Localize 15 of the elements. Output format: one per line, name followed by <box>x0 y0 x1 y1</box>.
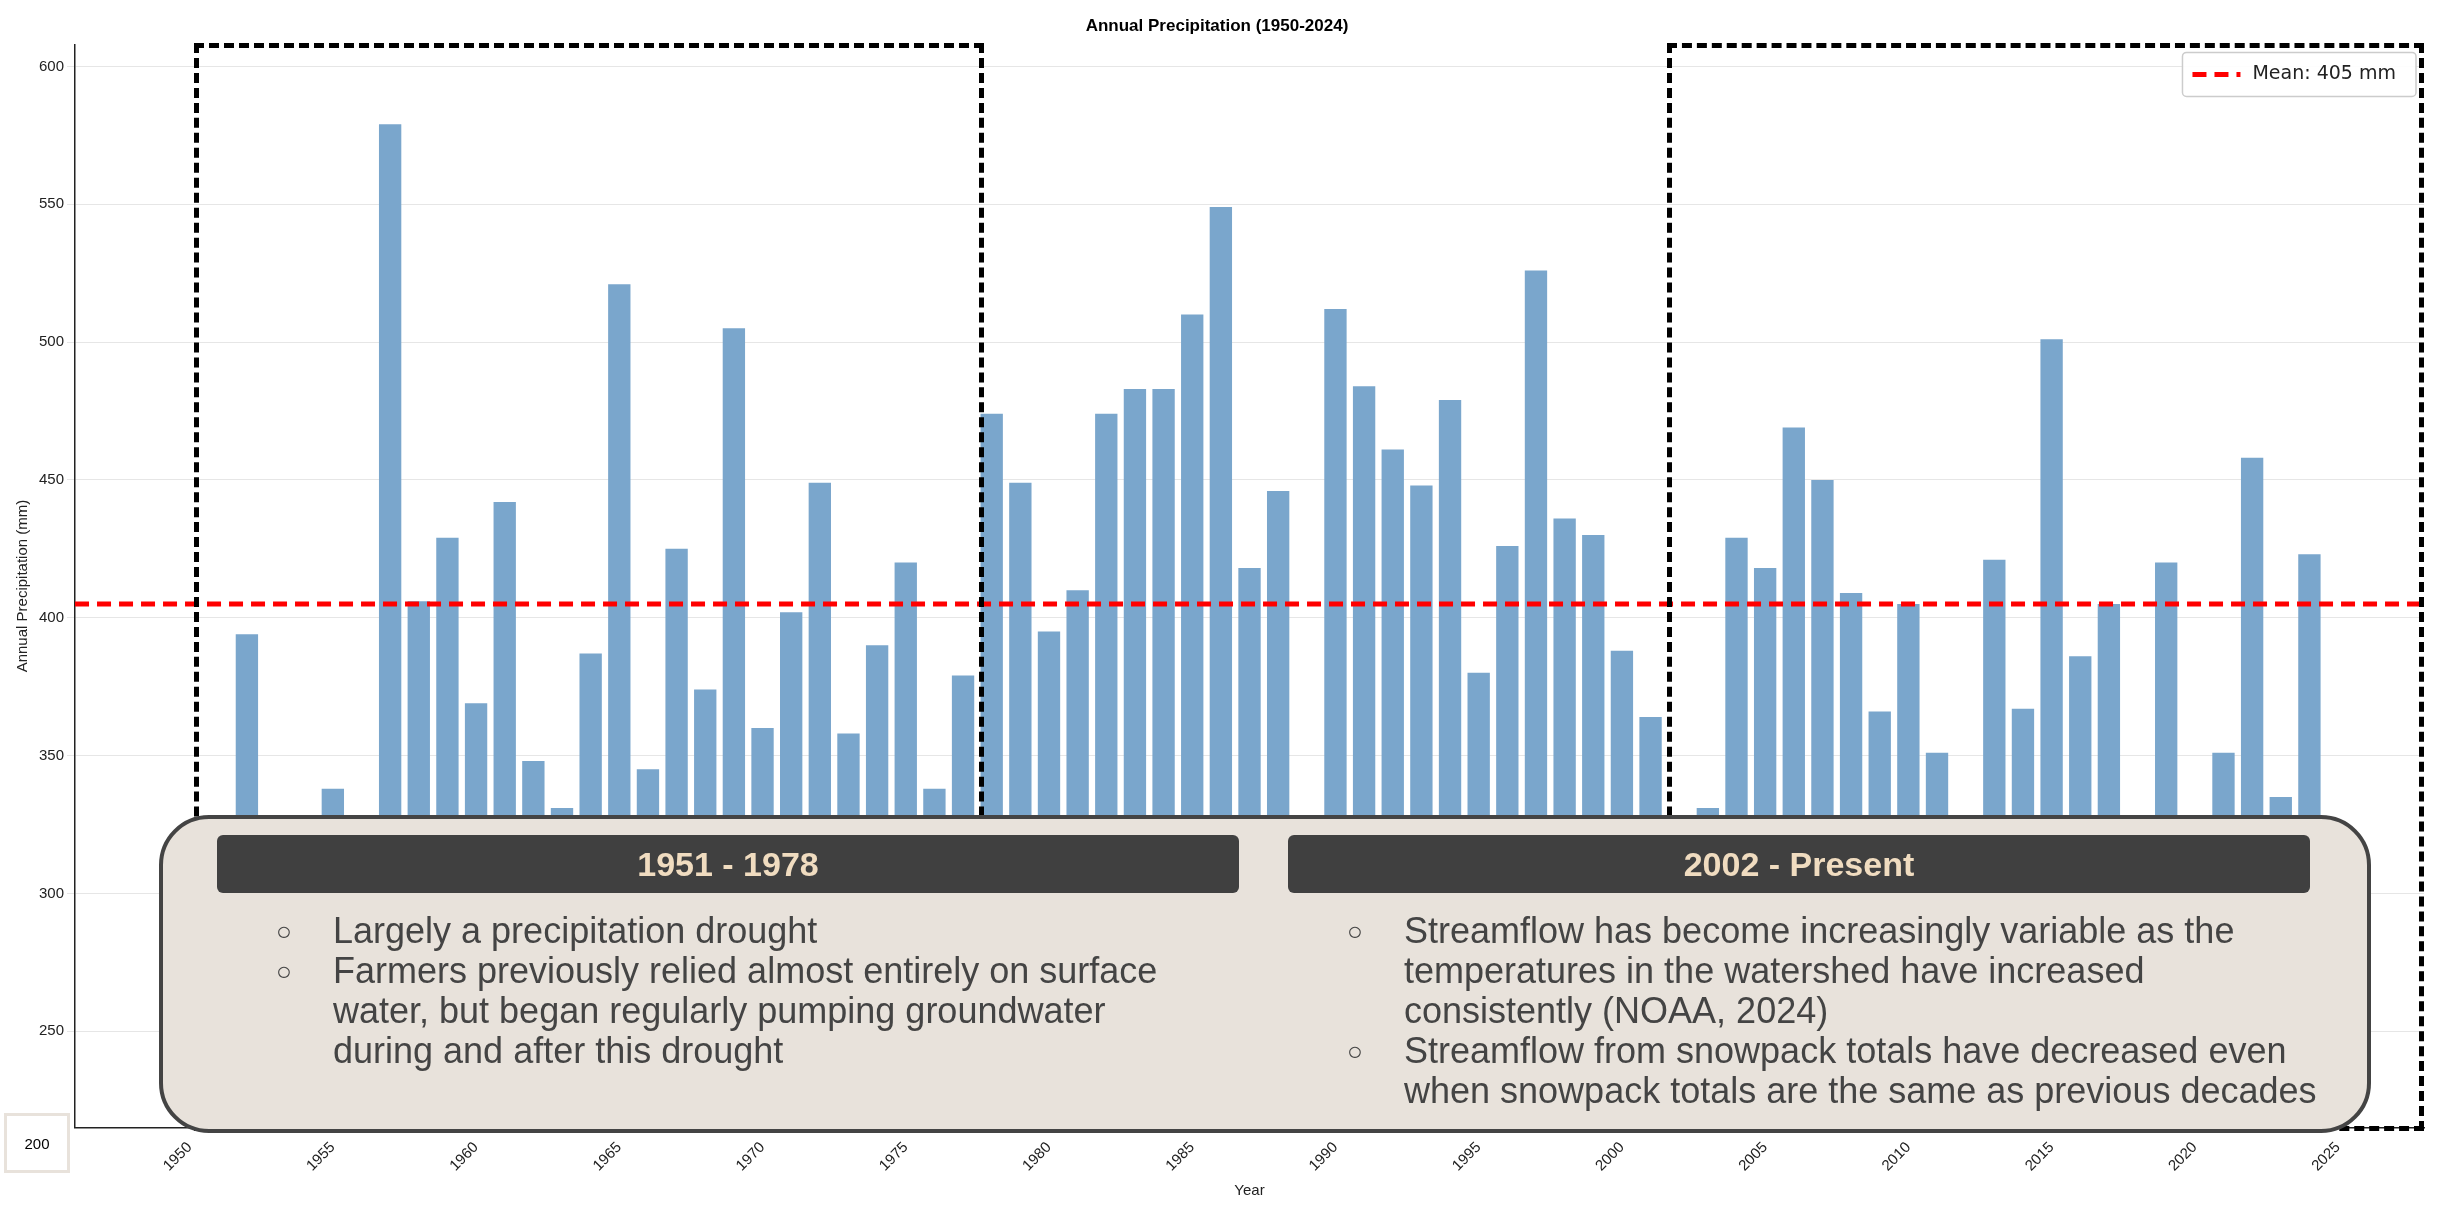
chart-title: Annual Precipitation (1950-2024) <box>1085 15 1349 35</box>
y-tick-label: 300 <box>39 883 65 901</box>
y-tick-label: 600 <box>39 56 65 74</box>
x-axis-title: Year <box>1234 1181 1265 1199</box>
y-tick-label: 400 <box>39 607 65 625</box>
note-panel: 1951 - 1978 ○ Largely a precipitation drought ○ Farmers previously relied almost entirely on surface water, but began regularly pumping groundwater during and after this drought 2002 - Present ○ Streamflow has become increasingly variable as the temperatures in the watershed have increased consistently (NOAA, 2024) ○ Streamflow from snowpack totals have decreased even when snowpack totals are the same as previous decades <box>159 815 2371 1133</box>
y-tick-label: 450 <box>39 470 65 488</box>
annotation: 2002 - Present <box>1288 835 2310 893</box>
y-tick-label: 350 <box>39 745 65 763</box>
y-tick-label: 550 <box>39 194 65 212</box>
annotation: 1951 - 1978 <box>217 835 1239 893</box>
legend-label: Mean: 405 mm <box>2252 61 2396 84</box>
y-tick-label: 250 <box>39 1021 65 1039</box>
y-tick-label: 500 <box>39 332 65 350</box>
y-axis-title: Annual Precipitation (mm) <box>13 499 31 673</box>
